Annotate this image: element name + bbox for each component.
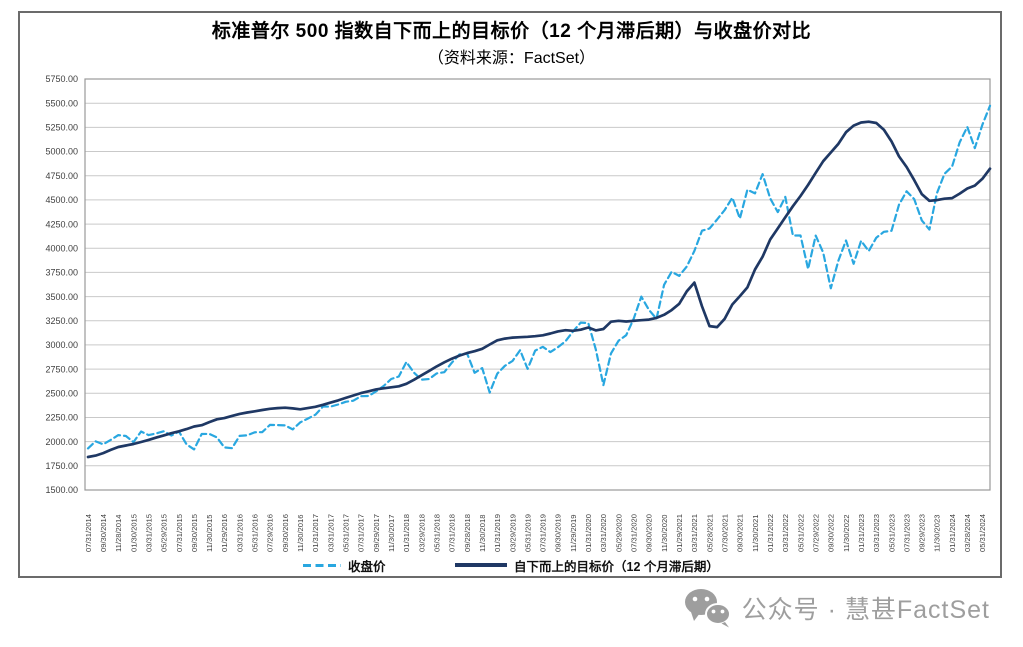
y-axis-tick-label: 2750.00 <box>45 364 78 374</box>
x-axis-tick-label: 07/31/2020 <box>630 514 639 552</box>
x-axis-tick-label: 07/31/2018 <box>448 514 457 552</box>
x-axis-tick-label: 07/30/2021 <box>721 514 730 552</box>
x-axis-tick-label: 11/30/2018 <box>478 515 487 552</box>
x-axis-tick-label: 09/30/2022 <box>827 514 836 552</box>
plot-border <box>84 78 991 491</box>
y-axis-tick-label: 4000.00 <box>45 243 78 253</box>
y-axis-tick-label: 5500.00 <box>45 98 78 108</box>
x-axis-tick-label: 11/30/2023 <box>933 515 942 552</box>
x-axis-tick-label: 05/29/2020 <box>614 514 623 552</box>
legend-label-target-price: 自下而上的目标价（12 个月滞后期） <box>514 559 719 574</box>
x-axis-tick-label: 03/31/2023 <box>872 514 881 552</box>
x-axis-tick-label: 07/31/2023 <box>902 514 911 552</box>
x-axis-tick-label: 05/31/2016 <box>251 514 260 552</box>
x-axis-tick-label: 05/29/2015 <box>160 514 169 552</box>
x-axis-tick-label: 11/30/2017 <box>387 515 396 552</box>
x-axis-tick-label: 05/31/2018 <box>433 514 442 552</box>
x-axis-tick-label: 09/30/2019 <box>554 514 563 552</box>
x-axis-tick-label: 07/31/2014 <box>84 514 93 552</box>
x-axis-tick-label: 05/31/2022 <box>796 514 805 552</box>
x-axis-tick-label: 09/30/2021 <box>736 514 745 552</box>
x-axis-tick-label: 07/31/2019 <box>539 514 548 552</box>
x-axis-tick-label: 03/28/2024 <box>963 514 972 552</box>
y-axis-tick-label: 3000.00 <box>45 340 78 350</box>
y-axis-tick-label: 2250.00 <box>45 413 78 423</box>
chart-subtitle: （资料来源：FactSet） <box>427 50 596 67</box>
x-axis-tick-label: 05/31/2023 <box>887 514 896 552</box>
y-axis-tick-label: 5000.00 <box>45 147 78 157</box>
y-axis-tick-label: 3750.00 <box>45 268 78 278</box>
x-axis-tick-label: 05/31/2024 <box>978 514 987 552</box>
y-axis-tick-label: 4250.00 <box>45 219 78 229</box>
chart-legend: 收盘价 自下而上的目标价（12 个月滞后期） <box>0 556 1023 576</box>
x-axis-tick-label: 05/31/2017 <box>342 514 351 552</box>
x-axis-tick-label: 01/31/2019 <box>493 514 502 552</box>
y-axis-tick-label: 2000.00 <box>45 437 78 447</box>
series-line-target-price <box>86 120 992 459</box>
x-axis-tick-label: 09/29/2023 <box>918 514 927 552</box>
x-axis-tick-label: 11/30/2020 <box>660 515 669 552</box>
wechat-icon <box>684 589 731 628</box>
x-axis-tick-label: 03/31/2022 <box>781 514 790 552</box>
x-axis-tick-label: 11/30/2015 <box>205 515 214 552</box>
y-axis-tick-label: 5750.00 <box>45 74 78 84</box>
x-axis-tick-label: 11/30/2022 <box>842 515 851 552</box>
x-axis-tick-label: 09/28/2018 <box>463 514 472 552</box>
x-axis-tick-label: 11/30/2016 <box>296 515 305 552</box>
x-axis-tick-label: 03/31/2017 <box>326 514 335 552</box>
x-axis-tick-label: 01/31/2022 <box>766 514 775 552</box>
watermark-text: 公众号 · 慧甚FactSet <box>741 596 990 624</box>
x-axis-tick-label: 01/31/2020 <box>584 514 593 552</box>
legend-item-target-price: 自下而上的目标价（12 个月滞后期） <box>455 556 719 574</box>
series-line-closing-price <box>86 104 992 451</box>
x-axis-tick-label: 11/28/2014 <box>114 515 123 552</box>
y-axis-tick-label: 4500.00 <box>45 195 78 205</box>
legend-label-closing-price: 收盘价 <box>348 559 386 574</box>
x-axis-tick-label: 05/28/2021 <box>705 514 714 552</box>
x-axis-tick-label: 03/29/2019 <box>508 514 517 552</box>
y-axis-tick-label: 1750.00 <box>45 461 78 471</box>
x-axis-tick-label: 03/31/2015 <box>144 514 153 552</box>
x-axis-tick-label: 11/29/2019 <box>569 515 578 552</box>
x-axis-tick-label: 09/30/2014 <box>99 514 108 552</box>
x-axis-tick-label: 03/29/2018 <box>417 514 426 552</box>
x-axis-tick-label: 07/29/2022 <box>812 514 821 552</box>
x-axis-tick-label: 09/30/2015 <box>190 514 199 552</box>
x-axis-tick-label: 09/29/2017 <box>372 514 381 552</box>
closing-price-line-sample <box>303 563 341 567</box>
y-axis-tick-label: 4750.00 <box>45 171 78 181</box>
x-axis-tick-label: 07/29/2016 <box>266 514 275 552</box>
x-axis-tick-label: 07/31/2015 <box>175 514 184 552</box>
x-axis-tick-label: 05/31/2019 <box>523 514 532 552</box>
x-axis-tick-label: 11/30/2021 <box>751 515 760 552</box>
target-price-line-sample <box>455 563 507 567</box>
x-axis-tick-label: 09/30/2016 <box>281 514 290 552</box>
x-axis-tick-label: 09/30/2020 <box>645 514 654 552</box>
watermark: 公众号 · 慧甚FactSet <box>684 588 990 628</box>
y-axis-tick-label: 5250.00 <box>45 123 78 133</box>
y-axis-tick-label: 3500.00 <box>45 292 78 302</box>
y-axis-tick-label: 2500.00 <box>45 389 78 399</box>
x-axis-tick-label: 01/31/2018 <box>402 514 411 552</box>
x-axis-tick-label: 01/29/2021 <box>675 514 684 552</box>
x-axis-tick-label: 01/31/2024 <box>948 514 957 552</box>
x-axis-tick-label: 03/31/2021 <box>690 514 699 552</box>
x-axis-tick-label: 03/31/2016 <box>235 514 244 552</box>
x-axis-tick-label: 07/31/2017 <box>357 514 366 552</box>
chart-title: 标准普尔 500 指数自下而上的目标价（12 个月滞后期）与收盘价对比 <box>211 21 812 42</box>
x-axis-tick-label: 01/29/2016 <box>220 514 229 552</box>
chart-frame <box>18 11 1002 578</box>
y-axis-tick-label: 1500.00 <box>45 485 78 495</box>
legend-item-closing-price: 收盘价 <box>303 556 386 574</box>
x-axis-tick-label: 01/31/2017 <box>311 514 320 552</box>
x-axis-tick-label: 03/31/2020 <box>599 514 608 552</box>
x-axis-tick-label: 01/31/2023 <box>857 514 866 552</box>
y-axis-tick-label: 3250.00 <box>45 316 78 326</box>
x-axis-tick-label: 01/30/2015 <box>129 514 138 552</box>
